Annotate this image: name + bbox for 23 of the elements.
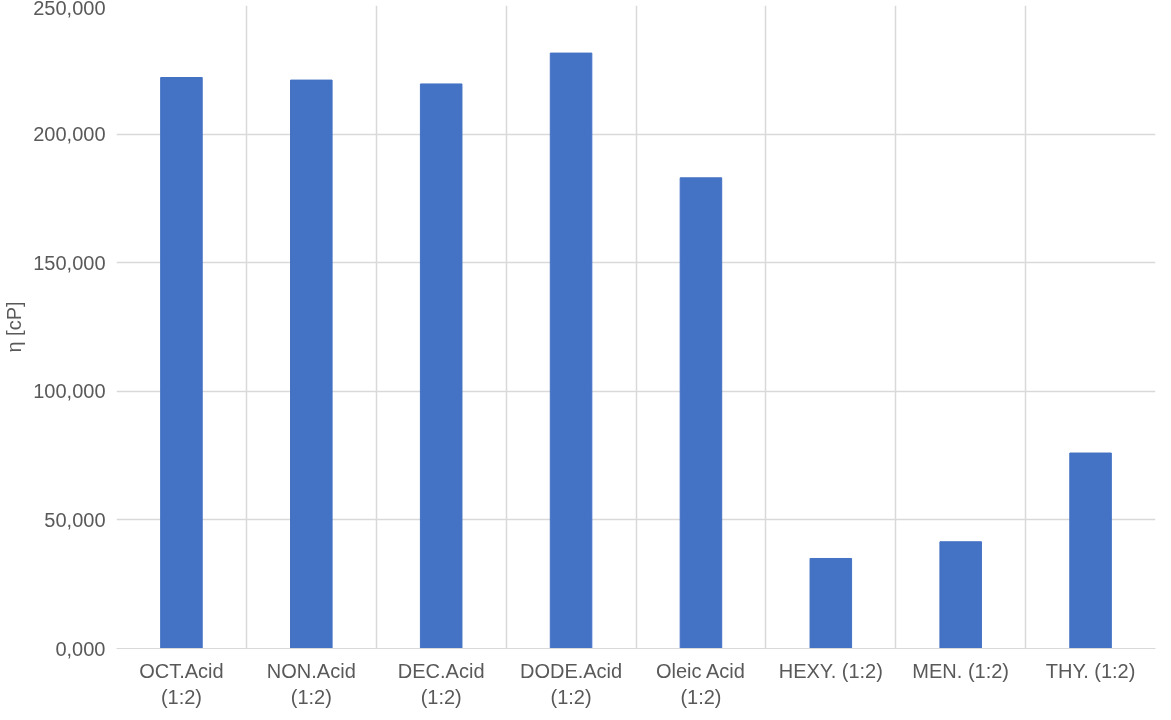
y-tick-label: 50,000 xyxy=(44,508,106,531)
x-tick-label: THY. (1:2) xyxy=(1045,659,1136,682)
x-tick-label: MEN. (1:2) xyxy=(912,659,1010,682)
bar xyxy=(679,177,723,649)
bar xyxy=(939,541,982,649)
bar xyxy=(290,79,333,649)
y-tick-label: 150,000 xyxy=(33,251,106,274)
bar xyxy=(419,83,463,649)
x-tick-label: OCT.Acid (1:2) xyxy=(139,659,224,708)
x-tick-label: Oleic Acid (1:2) xyxy=(655,659,745,708)
y-tick-label: 200,000 xyxy=(33,123,106,146)
bar xyxy=(160,77,203,649)
x-tick-label: NON.Acid (1:2) xyxy=(266,659,356,708)
bar xyxy=(549,52,593,649)
bar xyxy=(1069,452,1112,649)
y-axis-title: η [cP] xyxy=(3,301,26,353)
x-tick-label: HEXY. (1:2) xyxy=(778,659,883,682)
y-tick-label: 0,000 xyxy=(55,637,106,660)
y-tick-label: 250,000 xyxy=(33,0,106,19)
x-tick-label: DEC.Acid (1:2) xyxy=(397,659,485,708)
y-tick-label: 100,000 xyxy=(33,380,106,403)
bar xyxy=(809,557,853,649)
x-tick-label: DODE.Acid (1:2) xyxy=(519,659,623,708)
